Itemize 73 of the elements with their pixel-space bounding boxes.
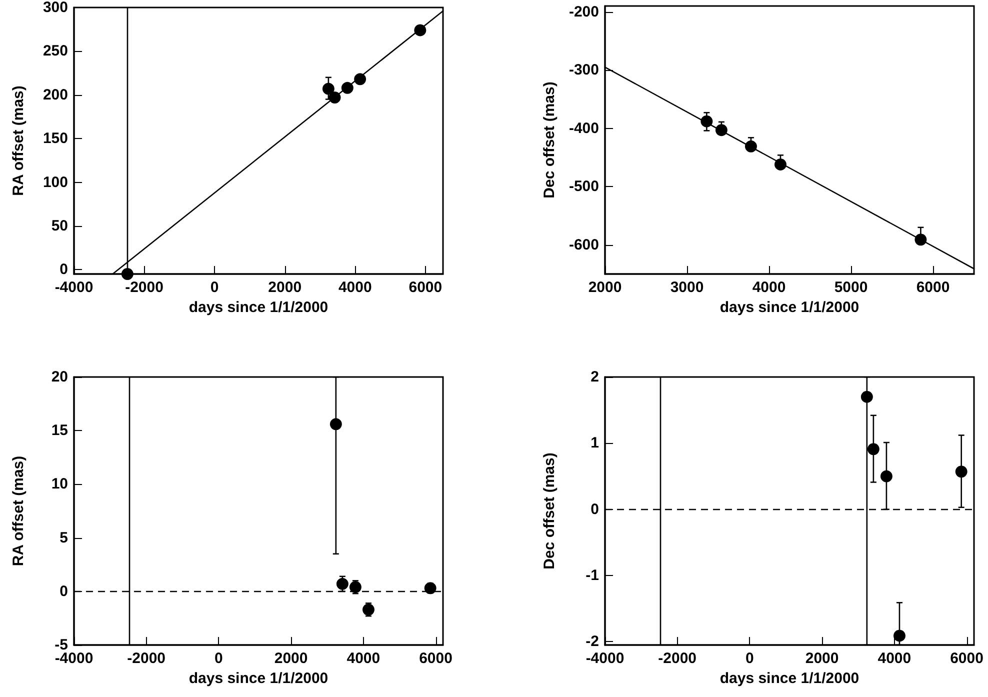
y-tick-label: 0 bbox=[60, 582, 68, 600]
point bbox=[341, 82, 354, 94]
point bbox=[867, 443, 880, 456]
y-axis-title: RA offset (mas) bbox=[10, 86, 27, 196]
y-tick-label: 50 bbox=[51, 217, 68, 234]
point bbox=[328, 92, 341, 104]
point bbox=[893, 630, 906, 642]
point bbox=[715, 124, 728, 136]
y-tick-label: 250 bbox=[42, 42, 68, 60]
x-tick-label: 6000 bbox=[419, 650, 452, 667]
y-axis-title: Dec offset (mas) bbox=[541, 82, 558, 198]
x-axis-title: days since 1/1/2000 bbox=[188, 298, 328, 316]
y-tick-label: -200 bbox=[568, 3, 599, 20]
x-tick-label: 2000 bbox=[588, 279, 622, 296]
y-tick-label: 15 bbox=[51, 422, 68, 440]
x-tick-label: 5000 bbox=[834, 279, 868, 296]
y-tick-label: -400 bbox=[568, 120, 599, 137]
y-tick-label: 1 bbox=[590, 434, 599, 452]
y-tick-label: -1 bbox=[586, 567, 599, 584]
y-axis-title: Dec offset (mas) bbox=[541, 452, 558, 570]
y-tick-label: 0 bbox=[590, 500, 599, 518]
y-tick-label: 2 bbox=[590, 368, 599, 386]
y-tick-label: 300 bbox=[42, 0, 68, 16]
x-tick-label: 4000 bbox=[338, 279, 372, 296]
x-tick-label: 0 bbox=[210, 279, 219, 296]
y-tick-label: 200 bbox=[42, 86, 68, 104]
x-tick-label: 2000 bbox=[805, 650, 839, 667]
point bbox=[336, 578, 348, 590]
x-tick-label: 2000 bbox=[268, 279, 302, 296]
y-tick-label: 5 bbox=[60, 529, 68, 546]
x-tick-label: 6000 bbox=[916, 279, 950, 296]
x-tick-label: -2000 bbox=[125, 279, 164, 296]
x-tick-label: 0 bbox=[746, 650, 754, 667]
x-tick-label: 6000 bbox=[408, 279, 442, 296]
x-tick-label: 4000 bbox=[752, 279, 786, 296]
x-tick-label: 3000 bbox=[670, 279, 704, 296]
x-tick-label: -2000 bbox=[658, 650, 697, 667]
point bbox=[774, 158, 786, 170]
point bbox=[414, 24, 426, 36]
point bbox=[744, 140, 757, 152]
x-axis-title: days since 1/1/2000 bbox=[720, 670, 860, 687]
point bbox=[700, 115, 713, 128]
point bbox=[330, 418, 342, 430]
x-axis-title: days since 1/1/2000 bbox=[188, 670, 328, 687]
x-tick-label: 4000 bbox=[346, 650, 380, 667]
point bbox=[914, 234, 927, 246]
y-tick-label: 100 bbox=[42, 174, 68, 191]
y-tick-label: 20 bbox=[51, 368, 68, 386]
y-tick-label: 150 bbox=[42, 130, 68, 148]
y-tick-label: 0 bbox=[60, 261, 68, 278]
y-tick-label: -2 bbox=[586, 633, 599, 650]
point bbox=[880, 470, 892, 482]
point bbox=[121, 268, 134, 280]
x-tick-label: 2000 bbox=[274, 650, 308, 667]
x-tick-label: -4000 bbox=[54, 279, 94, 296]
point bbox=[955, 466, 968, 478]
y-tick-label: -300 bbox=[568, 62, 599, 79]
y-tick-label: -600 bbox=[568, 236, 599, 254]
x-tick-label: 6000 bbox=[950, 650, 984, 667]
y-tick-label: 10 bbox=[51, 476, 68, 493]
point bbox=[349, 581, 362, 594]
x-tick-label: -2000 bbox=[127, 650, 166, 667]
point bbox=[354, 73, 366, 86]
point bbox=[322, 82, 334, 95]
x-tick-label: 0 bbox=[214, 650, 223, 667]
x-axis-title: days since 1/1/2000 bbox=[720, 298, 860, 316]
point bbox=[424, 582, 436, 594]
point bbox=[362, 604, 374, 616]
x-tick-label: -4000 bbox=[586, 650, 624, 667]
y-axis-title: RA offset (mas) bbox=[10, 456, 27, 566]
y-tick-label: -500 bbox=[568, 178, 599, 196]
x-tick-label: 4000 bbox=[878, 650, 912, 667]
point bbox=[860, 390, 873, 403]
